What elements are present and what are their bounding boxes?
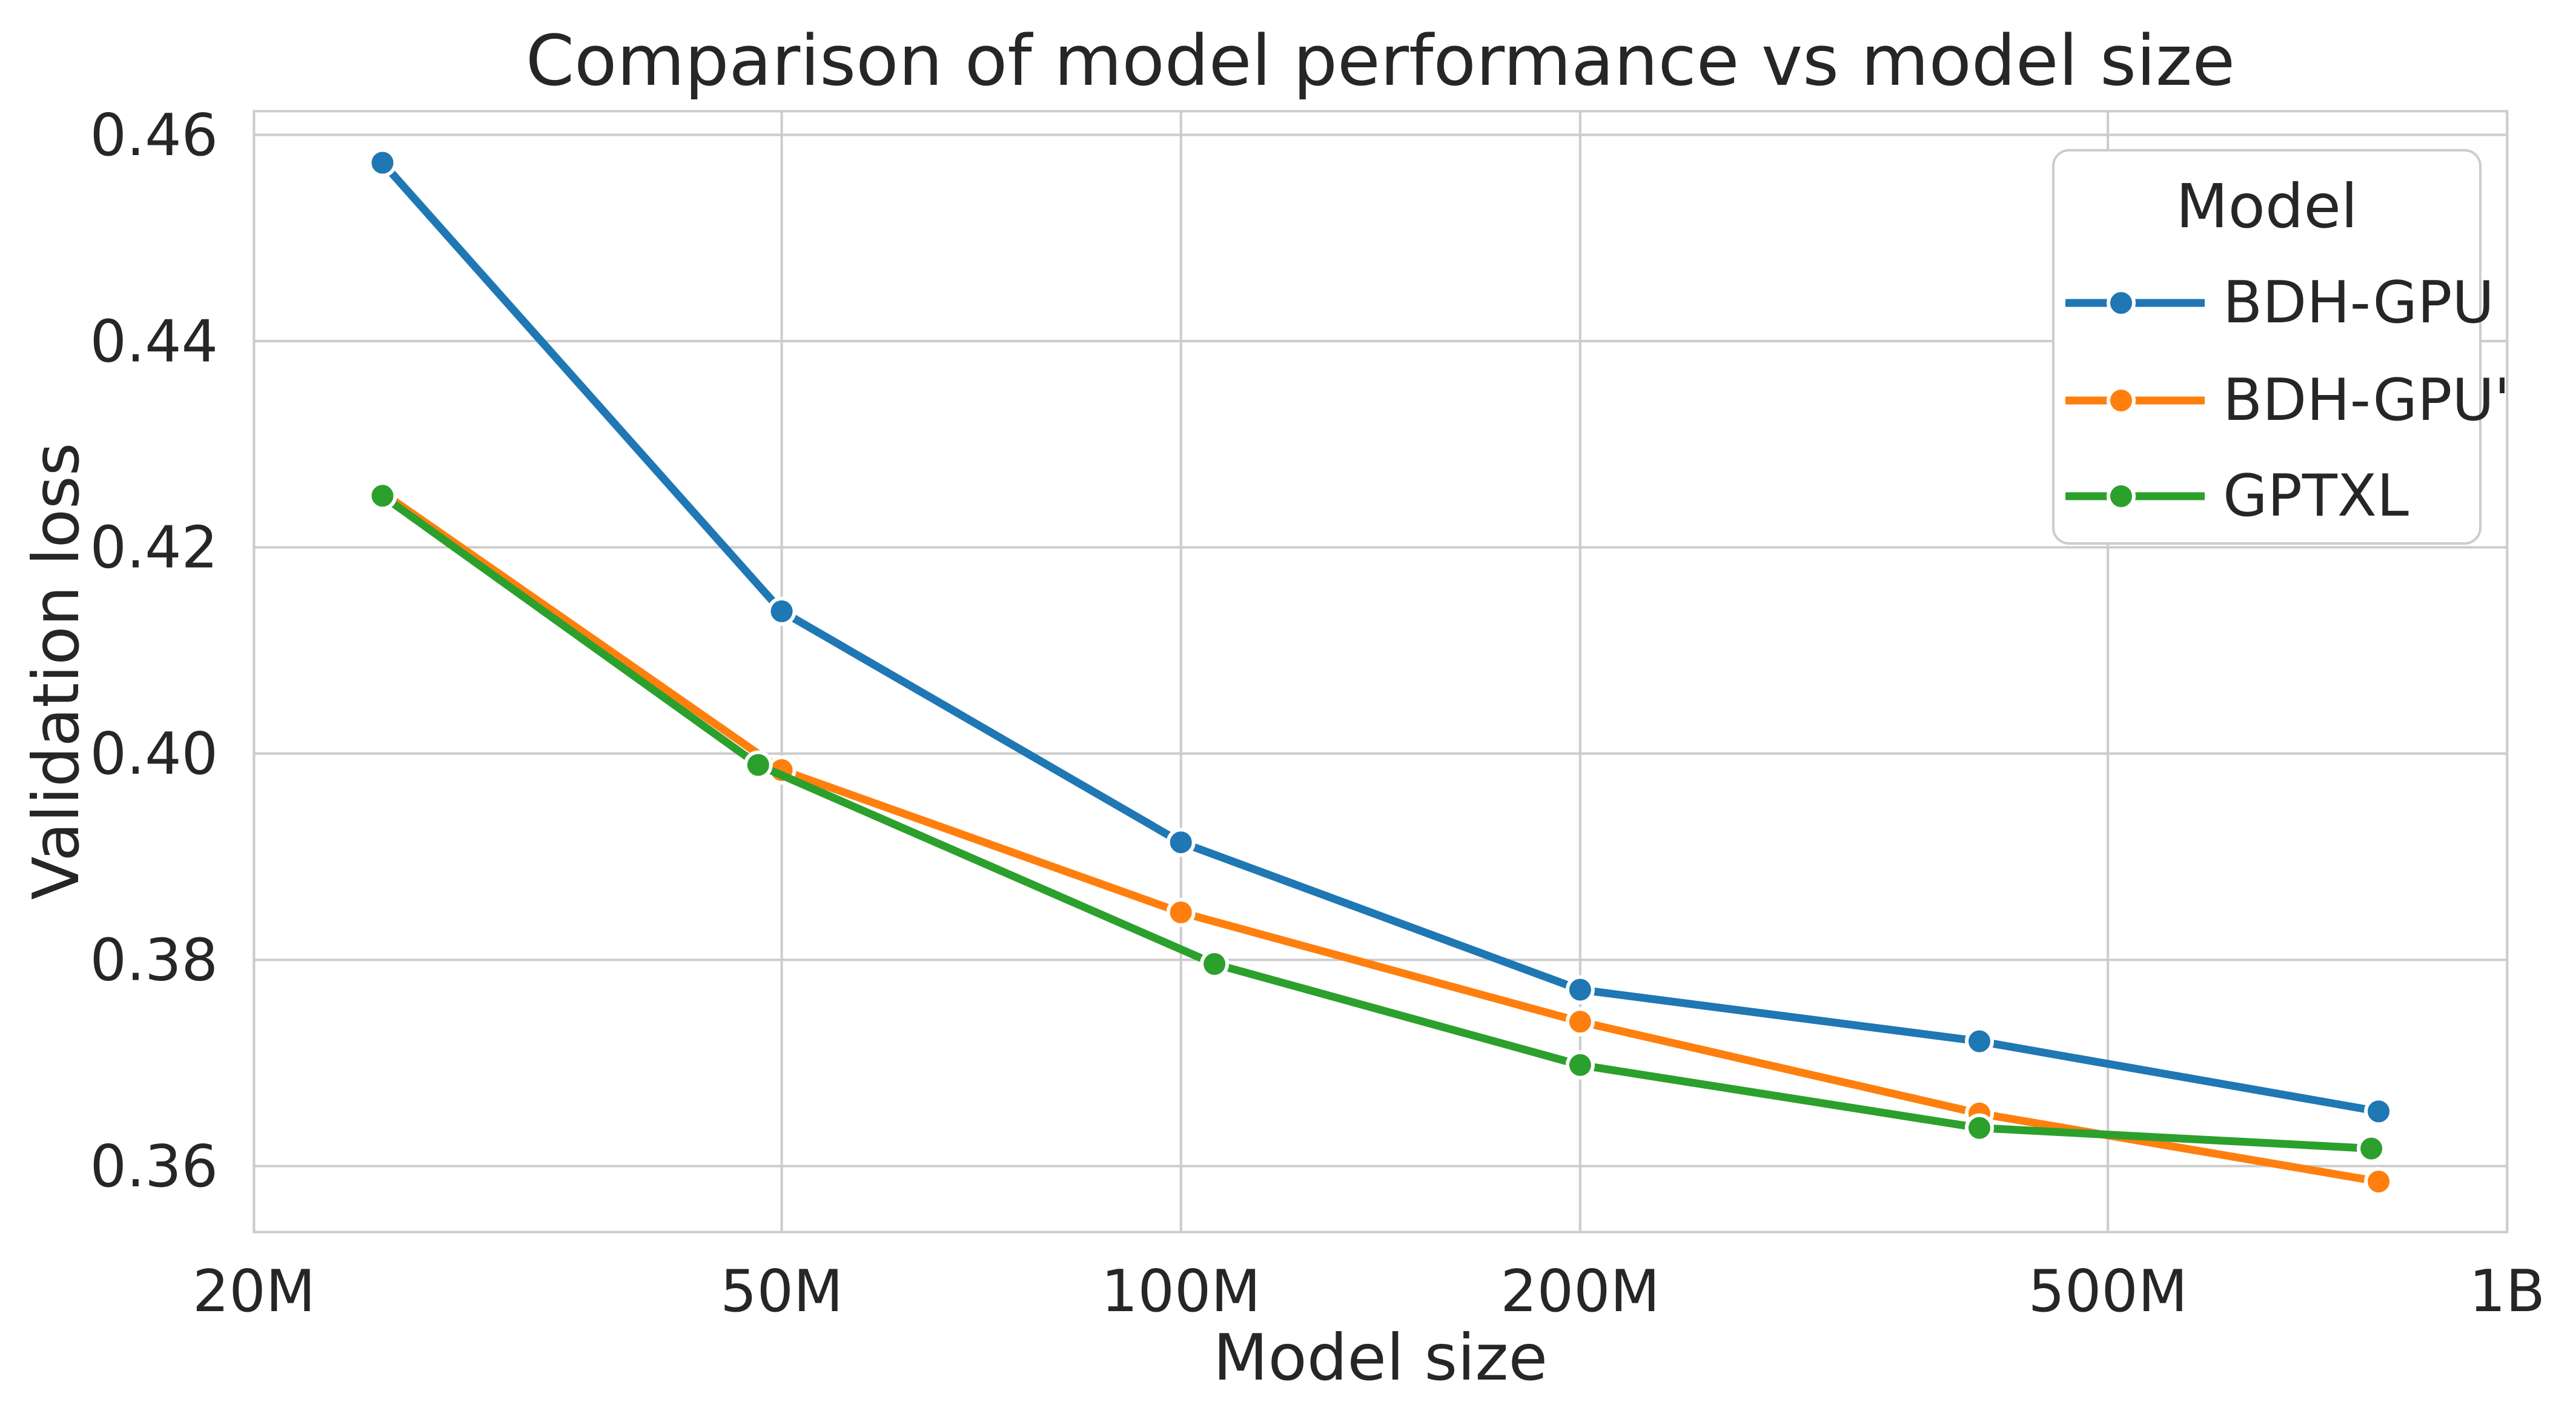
- x-tick-label-200M: 200M: [1500, 1258, 1660, 1325]
- x-tick-label-1B: 1B: [2469, 1258, 2545, 1325]
- data-point-GPTXL-3: [1565, 1050, 1595, 1080]
- legend-item-label: BDH-GPU': [2223, 367, 2511, 434]
- legend: Model BDH-GPU BDH-GPU' GPTXL: [2052, 149, 2510, 545]
- data-point-BDH-GPU-1: [767, 596, 796, 626]
- x-axis-label: Model size: [1213, 1321, 1548, 1395]
- data-point-GPTXL-1: [743, 750, 773, 780]
- legend-swatch-line-marker: [2065, 288, 2205, 317]
- y-tick-label-0.36: 0.36: [90, 1134, 218, 1200]
- data-point-GPTXL-5: [2357, 1134, 2386, 1163]
- legend-swatch-line-marker: [2065, 386, 2205, 415]
- data-point-BDH-GPU-3: [1565, 975, 1595, 1005]
- data-point-BDH-GPU-5: [2364, 1097, 2394, 1126]
- y-tick-label-0.38: 0.38: [90, 927, 218, 994]
- data-point-BDH-GPU-2: [1166, 828, 1196, 857]
- x-tick-label-20M: 20M: [193, 1258, 316, 1325]
- legend-item: BDH-GPU: [2065, 261, 2494, 345]
- data-point-BDH-GPU'-2: [1166, 897, 1196, 927]
- legend-marker-BDH-GPU: [2107, 288, 2136, 317]
- data-point-GPTXL-0: [368, 481, 397, 511]
- y-tick-label-0.46: 0.46: [90, 102, 218, 169]
- legend-item: BDH-GPU': [2065, 358, 2510, 443]
- chart-title: Comparison of model performance vs model…: [525, 21, 2236, 102]
- series-line-GPTXL: [379, 491, 2376, 1153]
- x-tick-label-500M: 500M: [2028, 1258, 2188, 1325]
- data-point-GPTXL-2: [1200, 949, 1230, 978]
- data-point-BDH-GPU-0: [368, 148, 397, 178]
- legend-swatch-line-marker: [2065, 482, 2205, 511]
- data-point-BDH-GPU'-5: [2364, 1167, 2394, 1197]
- legend-item-label: GPTXL: [2223, 463, 2409, 530]
- x-tick-label-50M: 50M: [720, 1258, 843, 1325]
- legend-item-label: BDH-GPU: [2223, 270, 2494, 336]
- series-line-BDH-GPU: [379, 159, 2383, 1115]
- legend-item: GPTXL: [2065, 454, 2409, 539]
- data-point-BDH-GPU'-3: [1565, 1007, 1595, 1037]
- y-tick-label-0.44: 0.44: [90, 308, 218, 375]
- legend-marker-GPTXL: [2107, 482, 2136, 511]
- data-point-BDH-GPU-4: [1965, 1026, 1994, 1056]
- y-tick-label-0.40: 0.40: [90, 721, 218, 788]
- data-point-GPTXL-4: [1965, 1113, 1994, 1143]
- series-line-BDH-GPU': [379, 488, 2383, 1186]
- x-tick-label-100M: 100M: [1101, 1258, 1260, 1325]
- legend-title: Model: [2176, 171, 2358, 242]
- y-tick-label-0.42: 0.42: [90, 515, 218, 582]
- axes-spines: [253, 110, 2509, 1234]
- legend-marker-BDH-GPU': [2107, 386, 2136, 415]
- y-axis-label: Validation loss: [19, 442, 93, 900]
